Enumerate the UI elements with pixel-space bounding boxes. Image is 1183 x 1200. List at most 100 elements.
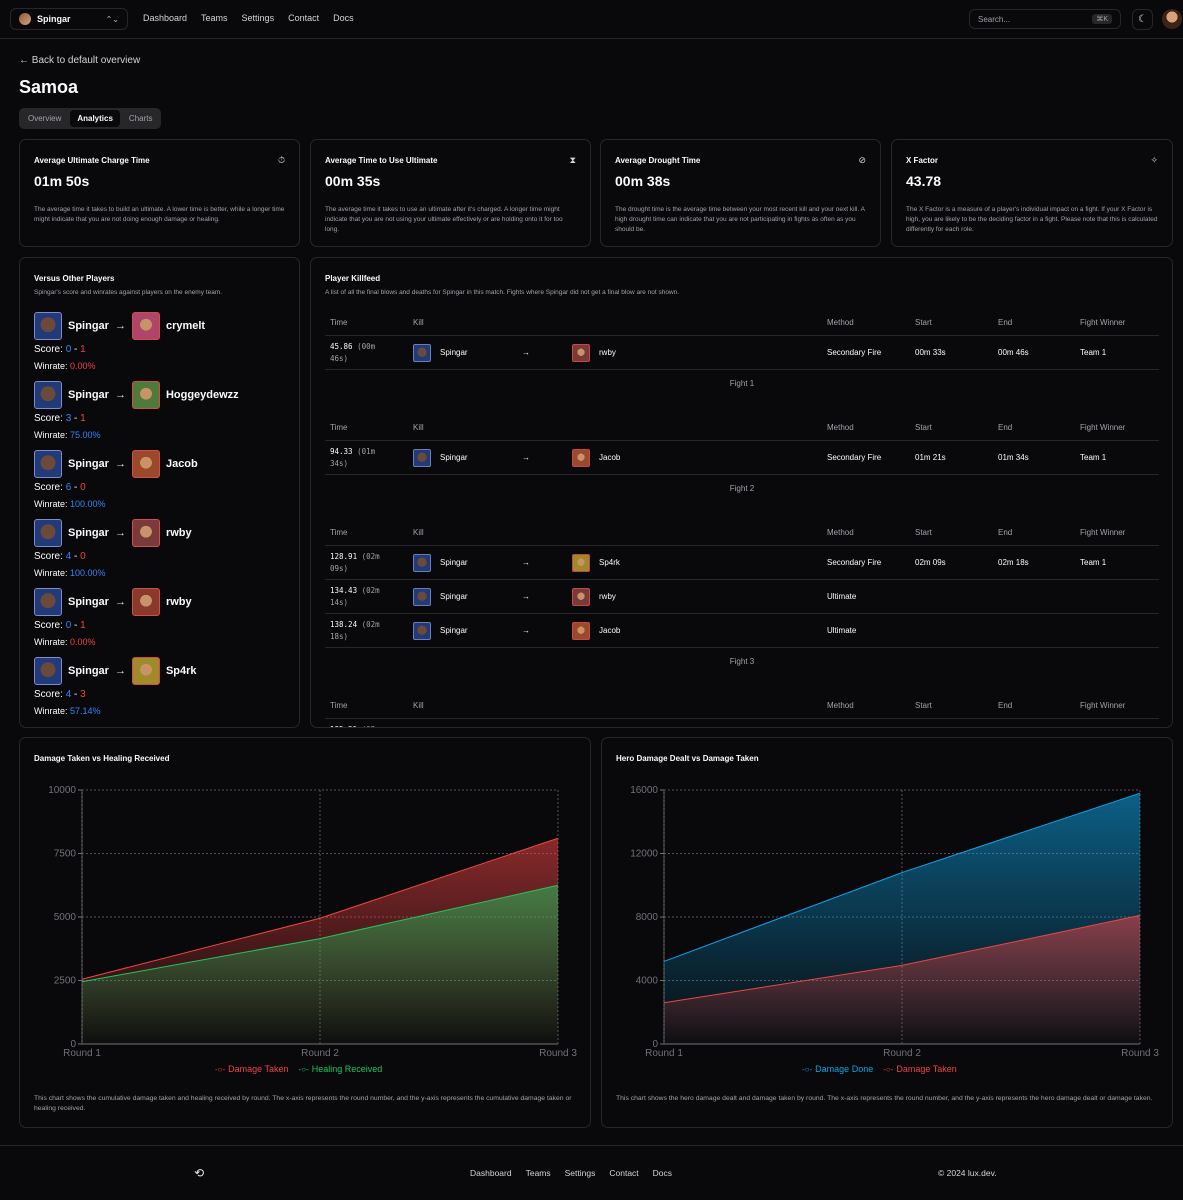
versus-score: Score: 0 - 1 bbox=[34, 620, 86, 631]
legend-item[interactable]: -○- Damage Done bbox=[802, 1064, 873, 1074]
footer-link-dashboard[interactable]: Dashboard bbox=[470, 1168, 512, 1178]
killer-cell: Spingar bbox=[413, 614, 468, 647]
score-for: 4 bbox=[65, 689, 72, 700]
killer-portrait bbox=[413, 587, 431, 606]
footer-link-teams[interactable]: Teams bbox=[525, 1168, 551, 1178]
versus-item: Spingar → crymelt Score: 0 - 1 Winrate: 0.00… bbox=[34, 312, 284, 378]
page-title: Samoa bbox=[19, 77, 79, 97]
nav-link-contact[interactable]: Contact bbox=[288, 13, 320, 23]
versus-score: Score: 0 - 1 bbox=[34, 344, 86, 355]
winner-cell: Team 1 bbox=[1080, 719, 1106, 727]
winrate-value: 57.14% bbox=[70, 706, 101, 716]
arrow-right-icon: → bbox=[522, 348, 530, 357]
dealt-taken-chart: 0 4000 8000 12000 16000 Round 1 Round 2 Round 3 bbox=[630, 785, 1159, 1059]
versus-winrate: Winrate: 75.00% bbox=[34, 430, 101, 440]
footer-link-contact[interactable]: Contact bbox=[609, 1168, 639, 1178]
victim-portrait bbox=[572, 553, 590, 572]
table-row: 45.86 (00m 46s) Spingar → rwby Secondary Fire… bbox=[325, 336, 1159, 370]
versus-title: Versus Other Players bbox=[34, 274, 115, 283]
legend-item[interactable]: -○- Healing Received bbox=[299, 1064, 383, 1074]
end-cell: 00m 46s bbox=[998, 348, 1029, 357]
legend-label: Damage Taken bbox=[228, 1064, 289, 1074]
versus-matchup: Spingar → Sp4rk bbox=[34, 657, 197, 685]
tab-overview[interactable]: Overview bbox=[28, 114, 62, 123]
footer-link-settings[interactable]: Settings bbox=[564, 1168, 596, 1178]
winrate-label: Winrate: bbox=[34, 568, 68, 578]
time-minutes: (02m bbox=[361, 620, 380, 630]
back-link[interactable]: ← Back to default overview bbox=[19, 55, 141, 66]
versus-score: Score: 6 - 0 bbox=[34, 482, 86, 493]
stat-description: The drought time is the average time bet… bbox=[615, 206, 865, 233]
end-cell: 02m 18s bbox=[998, 558, 1029, 567]
area-healing-received bbox=[82, 885, 558, 1044]
stat-value: 00m 38s bbox=[615, 173, 671, 189]
column-header: Kill bbox=[413, 423, 424, 432]
killer-portrait bbox=[413, 553, 431, 572]
score-label: Score: bbox=[34, 689, 63, 700]
legend-marker-icon: -○- bbox=[883, 1064, 894, 1074]
versus-item: Spingar → rwby Score: 4 - 0 Winrate: 100.00% bbox=[34, 519, 284, 585]
table-row: 128.91 (02m 09s) Spingar → Sp4rk Secondary Fi… bbox=[325, 546, 1159, 580]
footer-link-docs[interactable]: Docs bbox=[652, 1168, 673, 1178]
tab-list: Overview Analytics Charts bbox=[19, 108, 162, 129]
time-cell: 138.24 (02m 18s) bbox=[330, 614, 380, 647]
table-header-row: Time Kill Method Start End Fight Winner bbox=[325, 415, 1159, 441]
time-line: 94.33 (01m bbox=[330, 446, 375, 457]
column-header: Kill bbox=[413, 528, 424, 537]
x-tick-label: Round 2 bbox=[883, 1048, 921, 1059]
stat-card-ult-use: Average Time to Use Ultimate ⧗ 00m 35s T… bbox=[310, 139, 591, 247]
victim-name: Sp4rk bbox=[599, 558, 620, 567]
table-row: 94.33 (01m 34s) Spingar → Jacob Secondary Fir… bbox=[325, 441, 1159, 475]
opponent-portrait bbox=[131, 519, 160, 547]
score-against: 1 bbox=[80, 620, 86, 631]
chart-legend: -○- Damage Done -○- Damage Taken bbox=[802, 1064, 957, 1074]
score-label: Score: bbox=[34, 413, 63, 424]
arrow-right-icon: → bbox=[522, 592, 530, 601]
opponent-portrait bbox=[131, 657, 160, 685]
tab-charts[interactable]: Charts bbox=[128, 114, 153, 123]
method-cell: Ultimate bbox=[827, 592, 857, 601]
killer-portrait bbox=[413, 726, 431, 727]
team-switcher[interactable]: Spingar ⌃⌄ bbox=[10, 8, 128, 30]
column-header: End bbox=[998, 423, 1013, 432]
method-cell: Secondary Fire bbox=[827, 348, 882, 357]
column-header: Time bbox=[330, 528, 348, 537]
y-tick-label: 4000 bbox=[636, 976, 659, 987]
legend-item[interactable]: -○- Damage Taken bbox=[215, 1064, 289, 1074]
y-tick-label: 12000 bbox=[630, 849, 658, 860]
winrate-value: 0.00% bbox=[70, 637, 96, 647]
x-tick-label: Round 1 bbox=[63, 1048, 101, 1059]
tab-analytics[interactable]: Analytics bbox=[70, 110, 120, 127]
chart-legend: -○- Damage Taken -○- Healing Received bbox=[215, 1064, 382, 1074]
column-header: Time bbox=[330, 701, 348, 710]
player-portrait bbox=[34, 657, 62, 685]
line-damage-taken bbox=[81, 837, 559, 980]
killer-name: Spingar bbox=[440, 592, 468, 601]
time-minutes: (00m bbox=[357, 342, 376, 352]
stat-value: 00m 35s bbox=[325, 173, 381, 189]
nav-link-docs[interactable]: Docs bbox=[333, 13, 354, 23]
opponent-name: Jacob bbox=[165, 458, 198, 470]
chart-card-damage-healing: Damage Taken vs Healing Received 0 2500 50… bbox=[19, 737, 591, 1128]
chart-title: Damage Taken vs Healing Received bbox=[34, 754, 170, 763]
versus-item: Spingar → Sp4rk Score: 4 - 3 Winrate: 57.14% bbox=[34, 657, 284, 723]
column-header: Start bbox=[915, 318, 932, 327]
versus-subtitle: Spingar's score and winrates against pla… bbox=[34, 289, 223, 296]
legend-item[interactable]: -○- Damage Taken bbox=[883, 1064, 957, 1074]
theme-toggle-button[interactable]: ☾ bbox=[1132, 9, 1153, 30]
nav-link-settings[interactable]: Settings bbox=[241, 13, 275, 23]
logo-icon[interactable]: ⟲ bbox=[194, 1166, 205, 1180]
column-header: Method bbox=[827, 701, 854, 710]
versus-matchup: Spingar → Hoggeydewzz bbox=[34, 381, 239, 409]
start-cell: 00m 33s bbox=[915, 348, 946, 357]
score-for: 0 bbox=[65, 620, 72, 631]
nav-link-teams[interactable]: Teams bbox=[201, 13, 228, 23]
nav-link-dashboard[interactable]: Dashboard bbox=[143, 13, 188, 23]
user-avatar[interactable] bbox=[1162, 9, 1182, 29]
y-tick-label: 8000 bbox=[636, 912, 659, 923]
versus-winrate: Winrate: 0.00% bbox=[34, 637, 96, 647]
arrow-right-icon: → bbox=[522, 453, 530, 462]
player-portrait bbox=[34, 450, 62, 478]
score-label: Score: bbox=[34, 344, 63, 355]
search-input[interactable]: Search... ⌘K bbox=[969, 9, 1121, 29]
